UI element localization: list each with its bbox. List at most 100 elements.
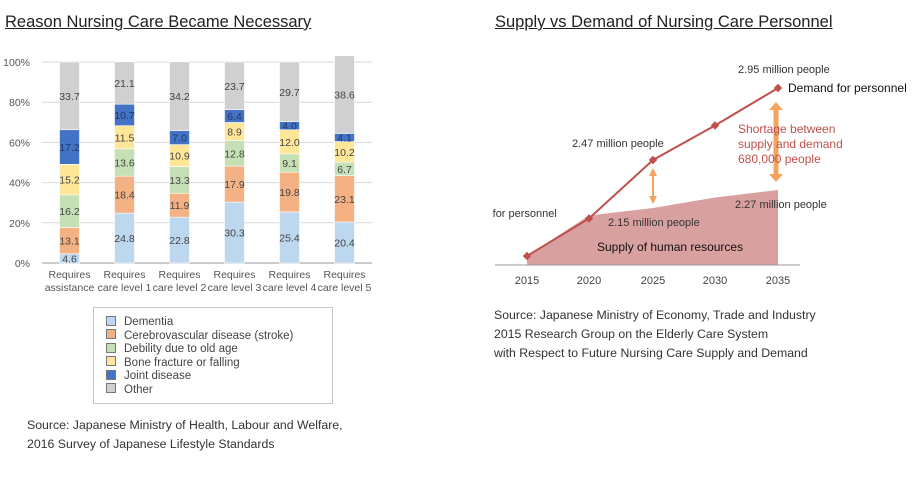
data-label: 8.9	[227, 126, 242, 138]
bar-segment	[279, 61, 300, 122]
data-label: 18.4	[114, 190, 135, 202]
data-label: 4.0	[282, 121, 297, 133]
x-tick-label: 2030	[703, 275, 727, 287]
demand-2035-annotation: 2.95 million people	[738, 64, 830, 76]
shortage-annotation: supply and demand	[738, 137, 843, 151]
legend-label: Bone fracture or falling	[124, 356, 240, 369]
demand-end-label: Demand for personnel	[788, 81, 907, 95]
gap-arrow-2025-head-down	[649, 196, 657, 204]
legend-item: Bone fracture or falling	[106, 356, 240, 369]
supply-2035-annotation: 2.27 million people	[735, 199, 827, 211]
data-label: 6.7	[337, 164, 352, 176]
legend-item: Debility due to old age	[106, 342, 238, 355]
legend-label: Dementia	[124, 316, 174, 328]
supply-2025-annotation: 2.15 million people	[608, 217, 700, 229]
legend-label: Joint disease	[124, 370, 192, 382]
legend-swatch	[106, 342, 116, 353]
y-tick-label: 20%	[9, 218, 30, 230]
x-tick-label: Requires	[213, 269, 255, 281]
gap-arrow-2035-head-down	[769, 174, 783, 182]
data-label: 24.8	[114, 233, 135, 245]
x-tick-label: care level 2	[153, 282, 207, 294]
bar-segment	[59, 61, 80, 131]
demand-point	[710, 121, 720, 130]
x-tick-label: care level 1	[98, 282, 152, 294]
y-tick-label: 60%	[9, 137, 30, 149]
data-label: 33.7	[59, 91, 80, 103]
demand-start-label: Demand for personnel	[490, 208, 557, 220]
data-label: 4.6	[62, 253, 77, 265]
y-tick-label: 40%	[9, 178, 30, 190]
data-label: 38.6	[334, 90, 355, 102]
supply-area-label: Supply of human resources	[597, 240, 743, 254]
data-label: 23.7	[224, 81, 245, 93]
data-label: 21.1	[114, 78, 135, 90]
right-source-note: Source: Japanese Ministry of Economy, Tr…	[494, 306, 816, 363]
data-label: 20.4	[334, 237, 355, 249]
y-tick-label: 0%	[15, 258, 30, 270]
legend-item: Cerebrovascular disease (stroke)	[106, 329, 294, 342]
x-tick-label: 2035	[766, 275, 790, 287]
gap-arrow-2025-head-up	[649, 168, 657, 176]
data-label: 22.8	[169, 235, 190, 247]
right-source-line-1: Source: Japanese Ministry of Economy, Tr…	[494, 308, 816, 322]
legend-swatch	[106, 315, 116, 326]
supply-area	[527, 190, 778, 265]
data-label: 34.2	[169, 91, 190, 103]
legend-item: Dementia	[106, 315, 174, 328]
data-label: 13.1	[59, 236, 80, 248]
x-tick-label: 2015	[515, 275, 539, 287]
x-tick-label: Requires	[48, 269, 90, 281]
legend-label: Cerebrovascular disease (stroke)	[124, 329, 294, 342]
data-label: 16.2	[59, 206, 80, 218]
data-label: 17.2	[59, 142, 80, 154]
legend-swatch	[106, 329, 116, 340]
data-label: 6.4	[227, 111, 242, 123]
data-label: 4.1	[337, 132, 352, 144]
data-label: 10.2	[334, 147, 355, 159]
shortage-annotation: Shortage between	[738, 122, 835, 136]
data-label: 23.1	[334, 194, 355, 206]
bar-chart-legend: Dementia Cerebrovascular disease (stroke)…	[93, 307, 333, 404]
bar-segment	[114, 61, 135, 105]
right-source-line-2: 2015 Research Group on the Elderly Care …	[494, 327, 769, 341]
legend-label: Other	[124, 383, 153, 396]
left-source-line-2: 2016 Survey of Japanese Lifestyle Standa…	[27, 437, 275, 451]
legend-label: Debility due to old age	[124, 343, 238, 355]
left-source-note: Source: Japanese Ministry of Health, Lab…	[27, 416, 343, 454]
data-label: 17.9	[224, 179, 245, 191]
x-tick-label: Requires	[323, 269, 365, 281]
data-label: 9.1	[282, 158, 297, 170]
bar-segment	[334, 55, 355, 134]
demand-2025-annotation: 2.47 million people	[572, 138, 664, 150]
data-label: 30.3	[224, 228, 245, 240]
bar-segment	[169, 61, 190, 131]
legend-swatch	[106, 356, 116, 367]
data-label: 15.2	[59, 175, 80, 187]
legend-swatch	[106, 369, 116, 380]
demand-point	[773, 83, 783, 93]
y-tick-label: 80%	[9, 97, 30, 109]
legend-swatch	[106, 383, 116, 394]
right-chart-title: Supply vs Demand of Nursing Care Personn…	[495, 13, 833, 31]
data-label: 29.7	[279, 87, 300, 99]
data-label: 10.9	[169, 151, 190, 163]
data-label: 13.3	[169, 175, 190, 187]
data-label: 25.4	[279, 232, 300, 244]
x-tick-label: Requires	[103, 269, 145, 281]
data-label: 11.5	[115, 132, 135, 144]
left-source-line-1: Source: Japanese Ministry of Health, Lab…	[27, 418, 343, 432]
x-tick-label: Requires	[158, 269, 200, 281]
stacked-bar-chart: 0% 20% 40% 60% 80% 100% 4.6 13.1 16.2 15.2 17.2 33.…	[3, 55, 372, 294]
x-tick-label: care level 4	[263, 282, 317, 294]
legend-item: Joint disease	[106, 369, 192, 382]
bar-segment	[224, 61, 245, 110]
data-label: 13.6	[114, 158, 135, 170]
gap-arrow-2035-head-up	[769, 102, 783, 110]
legend-item: Other	[106, 383, 153, 396]
y-tick-label: 100%	[3, 57, 30, 69]
data-label: 7.0	[172, 133, 187, 145]
supply-demand-chart: 2015 2020 2025 2030 2035 2.95 million people D…	[490, 64, 907, 287]
right-source-line-3: with Respect to Future Nursing Care Supp…	[494, 346, 808, 360]
data-label: 12.0	[279, 137, 300, 149]
